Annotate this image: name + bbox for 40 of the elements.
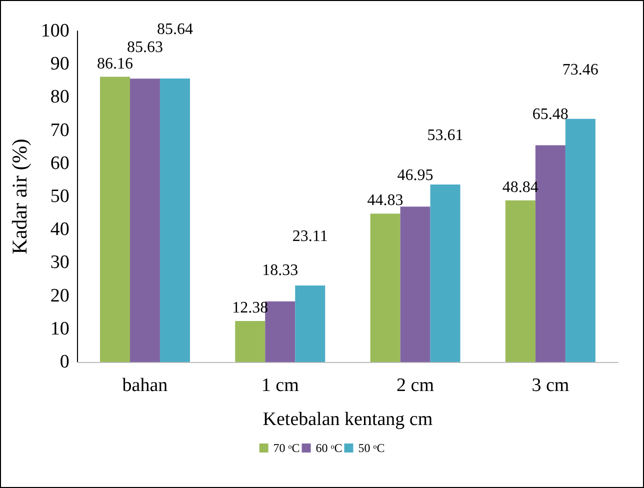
data-label: 73.46 [562, 61, 598, 78]
x-tick-label: 2 cm [396, 375, 434, 396]
bar [565, 118, 596, 362]
data-label: 46.95 [397, 167, 434, 184]
y-tick-label: 70 [50, 120, 70, 141]
x-axis-title: Ketebalan kentang cm [262, 409, 433, 430]
bar [160, 78, 190, 362]
y-tick-label: 50 [50, 186, 70, 207]
legend-label: 70 ᵒC [273, 441, 300, 455]
bar [235, 321, 266, 362]
data-label: 44.83 [367, 192, 404, 210]
data-label: 65.48 [532, 106, 568, 123]
bar [400, 206, 430, 362]
y-axis-title: Kadar air (%) [8, 138, 32, 254]
x-tick-label: 1 cm [261, 375, 300, 396]
y-tick-label: 60 [50, 152, 70, 174]
data-label: 18.33 [262, 262, 298, 279]
data-label: 23.11 [292, 228, 328, 246]
x-tick-label: bahan [122, 375, 168, 396]
data-label: 53.61 [427, 127, 464, 144]
legend-label: 50 ᵒC [358, 441, 385, 455]
bar [130, 78, 160, 362]
y-tick-label: 0 [60, 352, 70, 372]
legend-label: 60 ᵒC [316, 441, 342, 455]
bar [295, 286, 326, 362]
y-tick-label: 40 [50, 219, 70, 240]
y-tick-label: 100 [40, 20, 70, 42]
y-tick-label: 90 [50, 54, 70, 75]
data-label: 86.16 [96, 55, 133, 72]
y-tick-label: 30 [50, 252, 70, 274]
bar [370, 214, 400, 362]
x-tick-label: 3 cm [532, 375, 570, 396]
y-tick-label: 20 [50, 285, 70, 306]
y-tick-label: 10 [50, 318, 70, 340]
data-label: 85.63 [126, 39, 163, 56]
y-tick-label: 80 [50, 86, 70, 108]
bar [100, 76, 130, 362]
bar [505, 200, 536, 362]
bar [430, 184, 460, 362]
data-label: 85.64 [156, 21, 193, 38]
